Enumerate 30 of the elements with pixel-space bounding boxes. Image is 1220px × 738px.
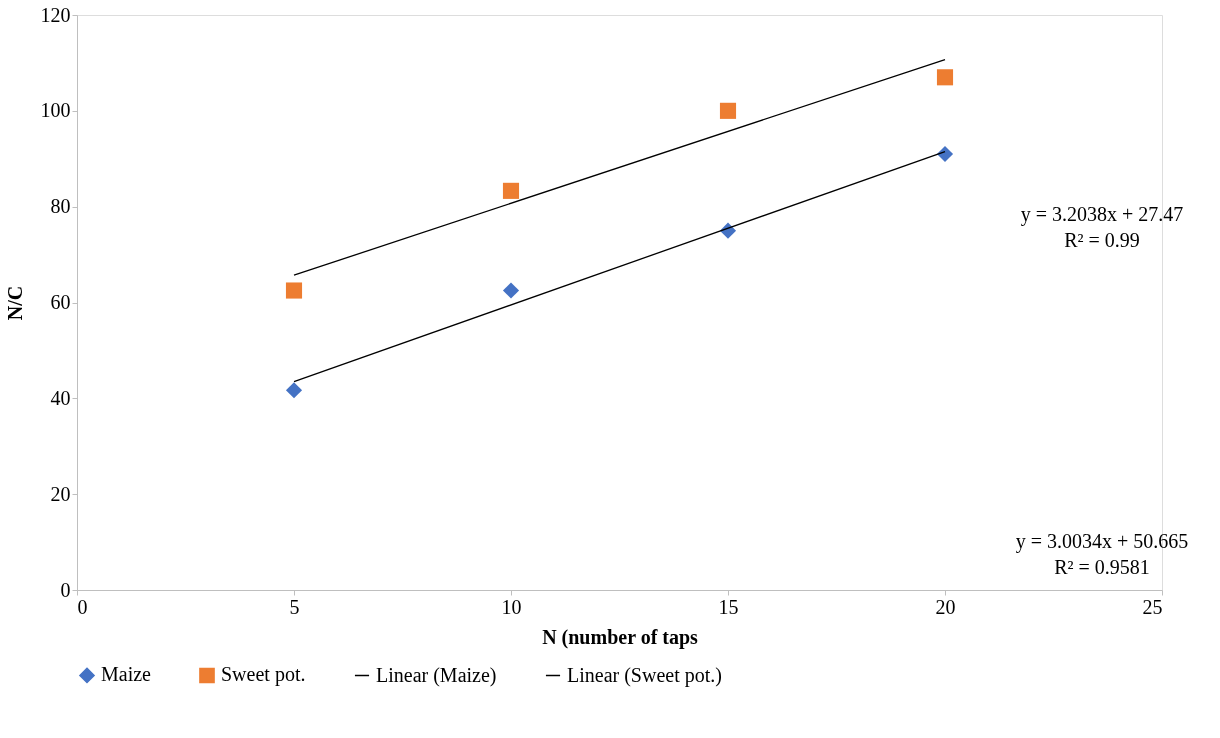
point: [719, 102, 737, 119]
legend-label: Linear (Maize): [376, 663, 497, 687]
point: [285, 382, 303, 399]
legend-label: Sweet pot.: [221, 663, 306, 687]
y-tick-label: 60: [50, 291, 71, 313]
x-tick-label: 5: [289, 595, 300, 618]
point: [936, 145, 954, 163]
point: [502, 282, 520, 299]
y-axis-title: N/C: [3, 285, 26, 321]
x-tick-label: 15: [718, 595, 739, 618]
annotation: R² = 0.99: [1064, 229, 1140, 251]
point: [936, 69, 954, 86]
y-tick-label: 40: [50, 386, 71, 409]
x-tick-label: 0: [77, 595, 88, 618]
x-tick-label: 10: [501, 595, 522, 618]
annotation: R² = 0.9581: [1054, 556, 1150, 578]
point: [502, 182, 520, 199]
x-tick-label: 20: [935, 595, 956, 618]
annotation: y = 3.0034x + 50.665: [1015, 530, 1189, 553]
legend-label: Linear (Sweet pot.): [567, 663, 722, 687]
y-tick-label: 20: [50, 482, 71, 505]
annotation: y = 3.2038x + 27.47: [1020, 203, 1184, 226]
x-axis-title: N (number of taps: [542, 625, 699, 649]
point: [285, 282, 303, 299]
y-tick-label: 0: [60, 578, 71, 601]
x-tick-label: 25: [1142, 595, 1163, 618]
legend-label: Maize: [101, 663, 152, 686]
y-tick-label: 80: [50, 195, 71, 218]
y-tick-label: 100: [40, 99, 71, 122]
y-tick-label: 120: [40, 3, 71, 26]
